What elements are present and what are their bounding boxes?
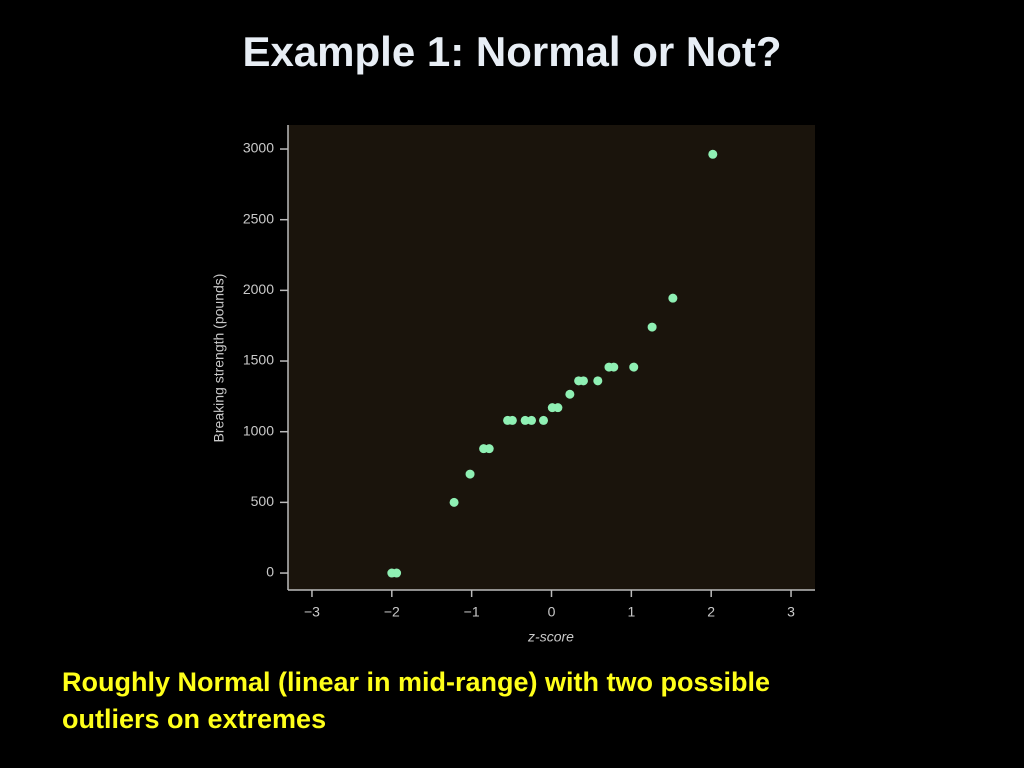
y-axis-label: Breaking strength (pounds) [211, 274, 227, 443]
x-axis-label: z-score [527, 629, 574, 645]
caption: Roughly Normal (linear in mid-range) wit… [62, 664, 1002, 738]
point [449, 497, 459, 507]
point [520, 415, 530, 425]
y-tick-label: 500 [251, 493, 275, 509]
y-tick-label: 0 [266, 564, 274, 580]
plot-area [288, 125, 815, 590]
point [668, 293, 678, 303]
point [392, 568, 402, 578]
point [553, 403, 563, 413]
x-tick-label: 3 [787, 604, 795, 620]
slide-title: Example 1: Normal or Not? [242, 28, 782, 75]
y-tick-label: 2000 [243, 281, 274, 297]
point [527, 415, 537, 425]
point [465, 469, 475, 479]
y-tick-label: 1500 [243, 352, 274, 368]
point [593, 376, 603, 386]
x-tick-label: −2 [384, 604, 400, 620]
x-tick-label: −1 [464, 604, 480, 620]
point [708, 149, 718, 159]
y-tick-label: 3000 [243, 140, 274, 156]
chart: z-score Breaking strength (pounds) 0 500 1… [211, 125, 815, 645]
point [578, 376, 588, 386]
point [609, 362, 619, 372]
point [507, 415, 517, 425]
caption-line: Roughly Normal (linear in mid-range) wit… [62, 667, 771, 697]
x-tick-label: −3 [304, 604, 320, 620]
y-tick-label: 1000 [243, 422, 274, 438]
x-tick-label: 1 [627, 604, 635, 620]
caption-line: outliers on extremes [62, 704, 327, 734]
x-tick-label: 2 [707, 604, 715, 620]
point [629, 362, 639, 372]
point [539, 415, 549, 425]
point [484, 444, 494, 454]
point [647, 322, 657, 332]
x-tick-label: 0 [548, 604, 556, 620]
y-tick-label: 2500 [243, 210, 274, 226]
point [565, 389, 575, 399]
